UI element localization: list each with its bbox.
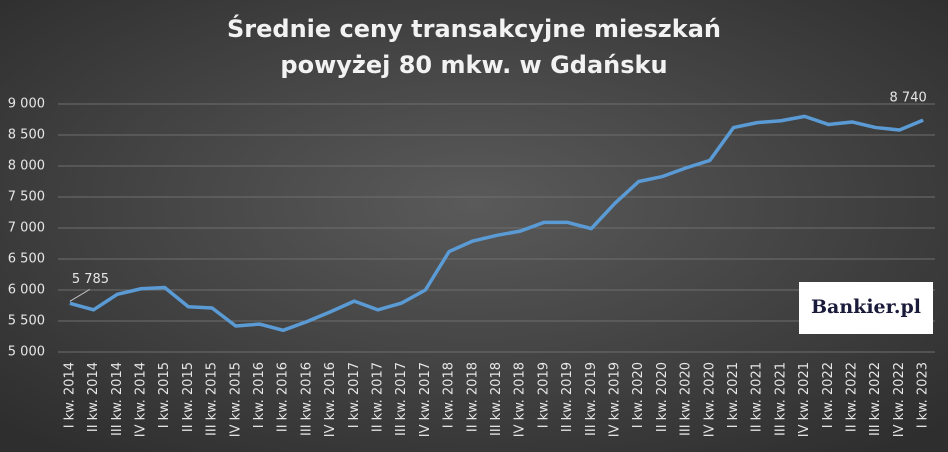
- x-tick-label: III kw. 2018: [489, 362, 504, 436]
- x-tick-label: III kw. 2014: [110, 362, 125, 436]
- y-tick-label: 6 500: [8, 252, 45, 267]
- x-tick-label: I kw. 2018: [442, 362, 457, 428]
- x-tick-label: II kw. 2016: [276, 362, 291, 432]
- x-tick-label: III kw. 2020: [679, 362, 694, 436]
- x-tick-label: IV kw. 2018: [513, 362, 528, 437]
- x-tick-label: I kw. 2019: [536, 362, 551, 428]
- x-tick-label: IV kw. 2015: [228, 362, 243, 437]
- y-tick-label: 7 500: [8, 190, 45, 205]
- x-tick-label: I kw. 2023: [916, 362, 931, 428]
- y-tick-label: 8 500: [8, 128, 45, 143]
- logo: Bankier.pl: [811, 296, 921, 318]
- x-tick-label: II kw. 2022: [845, 362, 860, 432]
- x-tick-label: II kw. 2015: [181, 362, 196, 432]
- x-tick-label: IV kw. 2016: [323, 362, 338, 437]
- x-tick-label: I kw. 2015: [157, 362, 172, 428]
- x-tick-label: IV kw. 2019: [608, 362, 623, 437]
- logo-box: [799, 282, 933, 334]
- x-tick-label: III kw. 2016: [299, 362, 314, 436]
- x-tick-label: III kw. 2015: [205, 362, 220, 436]
- x-tick-label: IV kw. 2017: [418, 362, 433, 437]
- y-tick-label: 5 000: [8, 345, 45, 360]
- x-tick-label: III kw. 2019: [584, 362, 599, 436]
- x-tick-label: III kw. 2017: [394, 362, 409, 436]
- x-tick-label: III kw. 2021: [773, 362, 788, 436]
- x-tick-label: II kw. 2014: [86, 362, 101, 432]
- chart-title: Średnie ceny transakcyjne mieszkań: [227, 13, 721, 43]
- data-label: 8 740: [890, 91, 927, 106]
- x-tick-label: II kw. 2020: [655, 362, 670, 432]
- chart-title: powyżej 80 mkw. w Gdańsku: [280, 51, 667, 79]
- x-tick-label: I kw. 2014: [62, 362, 77, 428]
- data-label: 5 785: [72, 272, 109, 287]
- x-tick-label: I kw. 2016: [252, 362, 267, 428]
- line: [69, 114, 924, 333]
- x-tick-label: IV kw. 2021: [797, 362, 812, 437]
- x-tick-label: I kw. 2022: [821, 362, 836, 428]
- x-tick-label: IV kw. 2014: [133, 362, 148, 437]
- x-tick-label: I kw. 2017: [347, 362, 362, 428]
- y-tick-label: 9 000: [8, 97, 45, 112]
- y-tick-label: 7 000: [8, 221, 45, 236]
- x-tick-label: III kw. 2022: [868, 362, 883, 436]
- x-tick-label: II kw. 2017: [370, 362, 385, 432]
- x-tick-label: IV kw. 2020: [702, 362, 717, 437]
- plot-area: 5 000 5 500 6 000 6 500 7 000 7 500 8 000 8 500…: [8, 91, 935, 437]
- x-tick-label: II kw. 2021: [750, 362, 765, 432]
- x-tick-label: I kw. 2021: [726, 362, 741, 428]
- x-tick-label: I kw. 2020: [631, 362, 646, 428]
- x-tick-label: IV kw. 2022: [892, 362, 907, 437]
- leader-line: [69, 288, 91, 302]
- y-tick-label: 5 500: [8, 314, 45, 329]
- y-tick-label: 6 000: [8, 283, 45, 298]
- x-tick-label: II kw. 2018: [465, 362, 480, 432]
- x-tick-label: II kw. 2019: [560, 362, 575, 432]
- y-tick-label: 8 000: [8, 159, 45, 174]
